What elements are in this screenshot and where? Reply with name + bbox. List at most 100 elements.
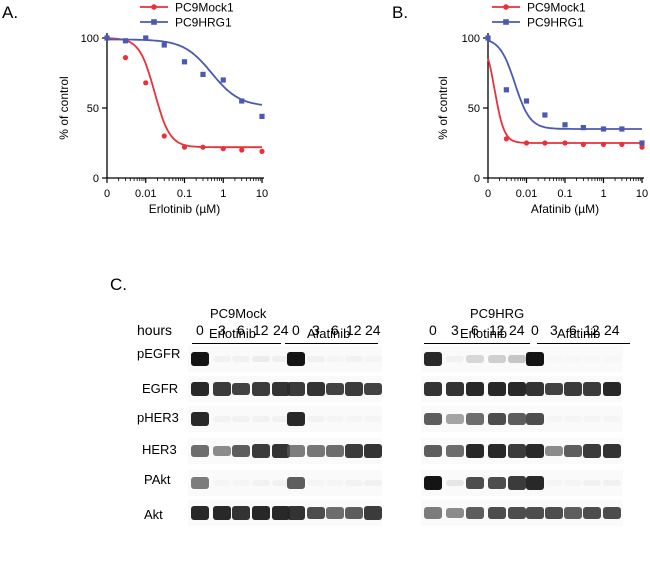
blot-strip	[188, 346, 382, 372]
blot-band	[603, 480, 621, 486]
legend-marker	[151, 19, 157, 25]
data-point	[600, 126, 607, 132]
blot-band	[526, 382, 544, 396]
blot-band	[213, 416, 231, 422]
time-point: 6	[569, 322, 577, 338]
fit-curve-PC9Mock1	[106, 37, 262, 149]
blot-band	[345, 416, 363, 422]
blot-band	[466, 413, 484, 425]
blot-band	[446, 507, 464, 519]
time-point: 24	[273, 322, 289, 338]
blot-band	[213, 356, 231, 362]
mock-afatinib-bracket	[285, 343, 378, 344]
y-tick-label: 50	[87, 103, 99, 115]
blot-band	[345, 444, 363, 458]
data-point	[181, 59, 188, 65]
blot-band	[583, 506, 601, 520]
data-point	[639, 144, 645, 150]
blot-band	[446, 445, 464, 457]
blot-band	[466, 444, 484, 458]
mock-erlotinib-label: Erlotinib	[209, 326, 256, 341]
y-axis-label: % of control	[436, 76, 450, 139]
blot-band	[232, 356, 250, 362]
y-tick-label: 0	[93, 173, 99, 185]
blot-band	[508, 444, 526, 458]
blot-band	[508, 412, 526, 426]
blot-band	[307, 506, 325, 520]
blot-band	[326, 416, 344, 422]
blot-band	[508, 382, 526, 396]
blot-band	[508, 354, 526, 364]
blot-band	[307, 445, 325, 457]
panel-label-c: C.	[110, 275, 127, 294]
mock-title: PC9Mock	[210, 306, 267, 321]
blot-band	[364, 444, 382, 458]
time-point: 3	[550, 322, 558, 338]
blot-band	[364, 480, 382, 486]
blot-band	[564, 506, 582, 520]
blot-band	[545, 480, 563, 486]
y-tick-label: 100	[81, 33, 99, 45]
blot-band	[307, 356, 325, 362]
blot-band	[213, 506, 231, 520]
data-point	[503, 87, 509, 93]
y-tick-label: 50	[468, 103, 480, 115]
x-tick-label: 0.01	[135, 188, 156, 200]
blot-band	[424, 412, 442, 426]
blot-band	[466, 506, 484, 520]
blot-band	[424, 476, 442, 490]
blot-band	[466, 476, 484, 490]
blot-band	[191, 382, 209, 396]
data-point	[259, 148, 265, 154]
blot-band	[252, 416, 270, 422]
blot-band	[272, 444, 290, 458]
blot-band	[488, 506, 506, 520]
blot-band	[583, 356, 601, 362]
blot-band	[345, 356, 363, 362]
blot-band	[488, 382, 506, 396]
blot-band	[326, 356, 344, 362]
blot-band	[603, 356, 621, 362]
blot-band	[326, 445, 344, 457]
time-point: 24	[604, 322, 620, 338]
data-point	[542, 112, 548, 118]
blot-band	[307, 480, 325, 486]
time-point: 24	[365, 322, 381, 338]
blot-band	[232, 444, 250, 458]
legend-marker	[503, 19, 509, 25]
data-point	[161, 42, 167, 48]
blot-band	[508, 476, 526, 490]
x-tick-label: 10	[256, 188, 268, 200]
data-point	[542, 140, 548, 146]
blot-band	[364, 382, 382, 396]
blot-band	[272, 506, 290, 520]
blot-band	[545, 356, 563, 362]
blot-band	[345, 506, 363, 520]
blot-band	[191, 445, 209, 457]
data-point	[220, 146, 226, 152]
blot-band	[446, 479, 464, 487]
blot-band	[213, 445, 231, 457]
data-point	[239, 98, 245, 104]
data-point	[122, 55, 129, 61]
blot-band	[252, 444, 270, 458]
x-tick-label: 0.1	[177, 188, 192, 200]
x-tick-label: 0	[104, 188, 110, 200]
blot-band	[287, 382, 305, 396]
mock-afatinib-label: Afatinib	[307, 326, 351, 341]
blot-band	[307, 416, 325, 422]
blot-band	[526, 412, 544, 426]
blot-band	[272, 382, 290, 396]
time-point: 24	[509, 322, 525, 338]
data-point	[181, 144, 188, 150]
blot-band	[564, 480, 582, 486]
y-axis-label: % of control	[57, 76, 71, 139]
blot-band	[213, 480, 231, 486]
band-label-pher3: pHER3	[137, 410, 179, 425]
data-point	[562, 122, 568, 128]
blot-band	[545, 506, 563, 520]
blot-band	[364, 416, 382, 422]
blot-band	[508, 506, 526, 520]
blot-band	[272, 416, 290, 422]
